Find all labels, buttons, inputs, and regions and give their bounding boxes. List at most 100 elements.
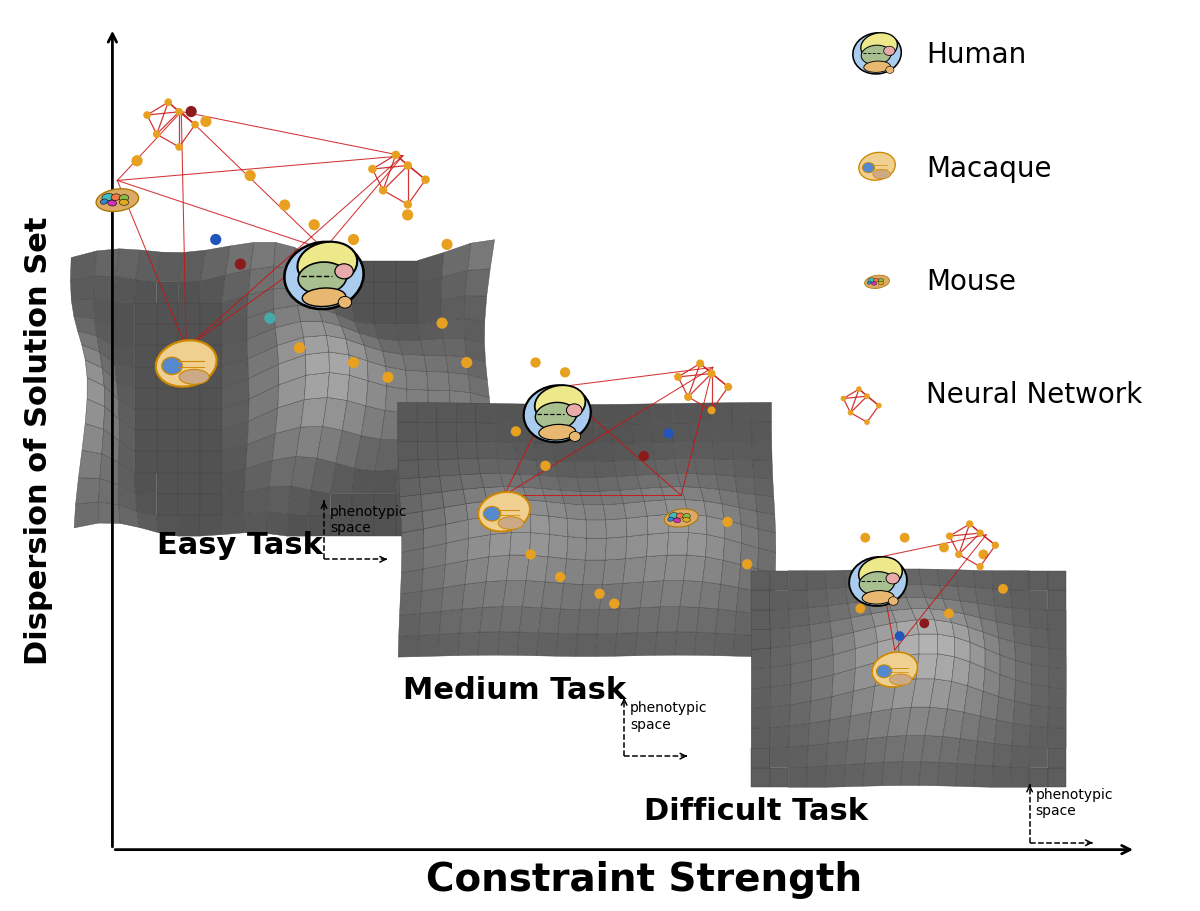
- Ellipse shape: [665, 509, 698, 527]
- Polygon shape: [1048, 610, 1066, 630]
- Polygon shape: [548, 535, 568, 558]
- Polygon shape: [179, 409, 200, 430]
- Polygon shape: [418, 277, 442, 303]
- Polygon shape: [1000, 655, 1015, 680]
- Polygon shape: [510, 533, 530, 555]
- Polygon shape: [707, 516, 725, 538]
- Polygon shape: [906, 598, 930, 609]
- Polygon shape: [830, 691, 853, 720]
- Polygon shape: [713, 441, 733, 459]
- Circle shape: [191, 121, 199, 128]
- Polygon shape: [354, 322, 378, 338]
- Polygon shape: [810, 621, 832, 642]
- Polygon shape: [947, 610, 967, 627]
- Polygon shape: [653, 423, 673, 443]
- Polygon shape: [156, 430, 179, 451]
- Polygon shape: [156, 494, 179, 515]
- Polygon shape: [626, 517, 648, 537]
- Polygon shape: [751, 422, 772, 442]
- Polygon shape: [930, 679, 952, 709]
- Polygon shape: [576, 634, 596, 657]
- Polygon shape: [980, 618, 998, 638]
- Polygon shape: [342, 401, 366, 435]
- Polygon shape: [613, 424, 634, 444]
- Point: [718, 515, 737, 529]
- Polygon shape: [943, 599, 964, 614]
- Polygon shape: [742, 524, 758, 548]
- Polygon shape: [468, 374, 490, 397]
- Polygon shape: [536, 632, 558, 656]
- Circle shape: [684, 393, 692, 401]
- Polygon shape: [653, 404, 672, 424]
- Text: Neural Network: Neural Network: [926, 381, 1142, 409]
- Polygon shape: [398, 340, 424, 355]
- Polygon shape: [378, 338, 403, 354]
- Polygon shape: [330, 281, 353, 303]
- Polygon shape: [560, 490, 583, 505]
- Polygon shape: [82, 424, 103, 454]
- Polygon shape: [788, 570, 808, 590]
- Polygon shape: [245, 486, 269, 514]
- Polygon shape: [134, 345, 156, 366]
- Polygon shape: [156, 388, 179, 409]
- Polygon shape: [980, 691, 998, 720]
- Polygon shape: [900, 569, 922, 585]
- Polygon shape: [294, 269, 314, 293]
- Polygon shape: [716, 475, 737, 492]
- Polygon shape: [635, 459, 658, 476]
- Polygon shape: [919, 762, 940, 786]
- Polygon shape: [826, 764, 846, 787]
- Polygon shape: [446, 519, 469, 543]
- Polygon shape: [418, 634, 439, 657]
- Polygon shape: [575, 462, 596, 477]
- Polygon shape: [875, 622, 899, 642]
- Polygon shape: [672, 423, 692, 442]
- Polygon shape: [769, 609, 790, 630]
- Polygon shape: [992, 589, 1012, 608]
- Polygon shape: [846, 587, 868, 603]
- Polygon shape: [156, 515, 179, 536]
- Polygon shape: [960, 712, 980, 741]
- Polygon shape: [458, 632, 480, 656]
- Polygon shape: [498, 632, 520, 655]
- Polygon shape: [724, 519, 742, 543]
- Polygon shape: [401, 548, 424, 573]
- Polygon shape: [641, 487, 665, 501]
- Polygon shape: [472, 454, 494, 476]
- Polygon shape: [1030, 768, 1048, 787]
- Polygon shape: [317, 426, 342, 463]
- Polygon shape: [865, 585, 887, 600]
- Polygon shape: [751, 590, 769, 610]
- Polygon shape: [655, 632, 677, 655]
- Polygon shape: [884, 735, 906, 763]
- Polygon shape: [418, 506, 444, 536]
- Polygon shape: [737, 588, 756, 613]
- Ellipse shape: [484, 507, 500, 521]
- Polygon shape: [396, 491, 419, 515]
- Polygon shape: [808, 606, 830, 625]
- Polygon shape: [442, 243, 470, 277]
- Polygon shape: [222, 514, 246, 535]
- Polygon shape: [788, 767, 808, 787]
- Polygon shape: [682, 486, 704, 501]
- Polygon shape: [308, 515, 330, 536]
- Polygon shape: [306, 352, 329, 375]
- Polygon shape: [308, 490, 330, 515]
- Polygon shape: [732, 441, 752, 460]
- Polygon shape: [680, 580, 702, 608]
- Polygon shape: [560, 583, 583, 609]
- Polygon shape: [134, 430, 156, 451]
- Polygon shape: [973, 764, 992, 787]
- Polygon shape: [422, 507, 446, 529]
- Polygon shape: [632, 404, 653, 424]
- Polygon shape: [600, 490, 624, 505]
- Polygon shape: [790, 701, 811, 726]
- Polygon shape: [539, 476, 560, 490]
- Polygon shape: [247, 309, 275, 339]
- Polygon shape: [1010, 767, 1030, 787]
- Polygon shape: [734, 611, 755, 635]
- Point: [344, 232, 364, 247]
- Polygon shape: [960, 600, 980, 618]
- Polygon shape: [247, 328, 277, 359]
- Polygon shape: [899, 634, 919, 657]
